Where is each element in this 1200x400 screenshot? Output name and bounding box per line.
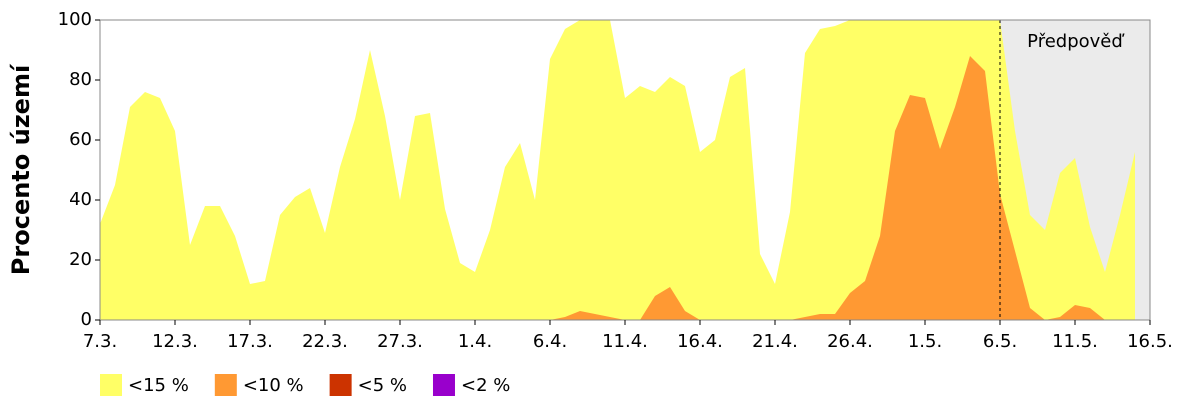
x-tick-label: 16.5.	[1127, 331, 1173, 352]
x-tick-label: 7.3.	[83, 331, 117, 352]
x-tick-label: 11.5.	[1052, 331, 1098, 352]
y-tick-label: 0	[81, 309, 92, 330]
legend-swatch	[100, 374, 122, 396]
legend-swatch	[214, 374, 237, 396]
legend-label: <2 %	[461, 375, 510, 396]
y-tick-label: 60	[69, 129, 92, 150]
area	[100, 20, 1135, 320]
x-tick-label: 6.4.	[533, 331, 567, 352]
legend-swatch	[432, 374, 455, 396]
y-axis-label: Procento území	[7, 63, 35, 275]
x-tick-label: 1.4.	[458, 331, 492, 352]
x-tick-label: 26.4.	[827, 331, 873, 352]
legend-label: <5 %	[358, 375, 407, 396]
x-tick-label: 12.3.	[152, 331, 198, 352]
y-tick-label: 100	[58, 9, 92, 30]
x-tick-label: 22.3.	[302, 331, 348, 352]
annotation: Předpověď	[1027, 31, 1125, 52]
legend-swatch	[329, 374, 352, 396]
x-tick-label: 27.3.	[377, 331, 423, 352]
x-tick-label: 6.5.	[983, 331, 1017, 352]
y-tick-label: 80	[69, 69, 92, 90]
x-tick-label: 1.5.	[908, 331, 942, 352]
x-tick-label: 11.4.	[602, 331, 648, 352]
x-tick-label: 16.4.	[677, 331, 723, 352]
y-tick-label: 40	[69, 189, 92, 210]
legend-label: <10 %	[243, 375, 304, 396]
area	[100, 56, 1135, 320]
x-tick-label: 17.3.	[227, 331, 273, 352]
y-tick-label: 20	[69, 249, 92, 270]
x-tick-label: 21.4.	[752, 331, 798, 352]
legend-label: <15 %	[128, 375, 189, 396]
